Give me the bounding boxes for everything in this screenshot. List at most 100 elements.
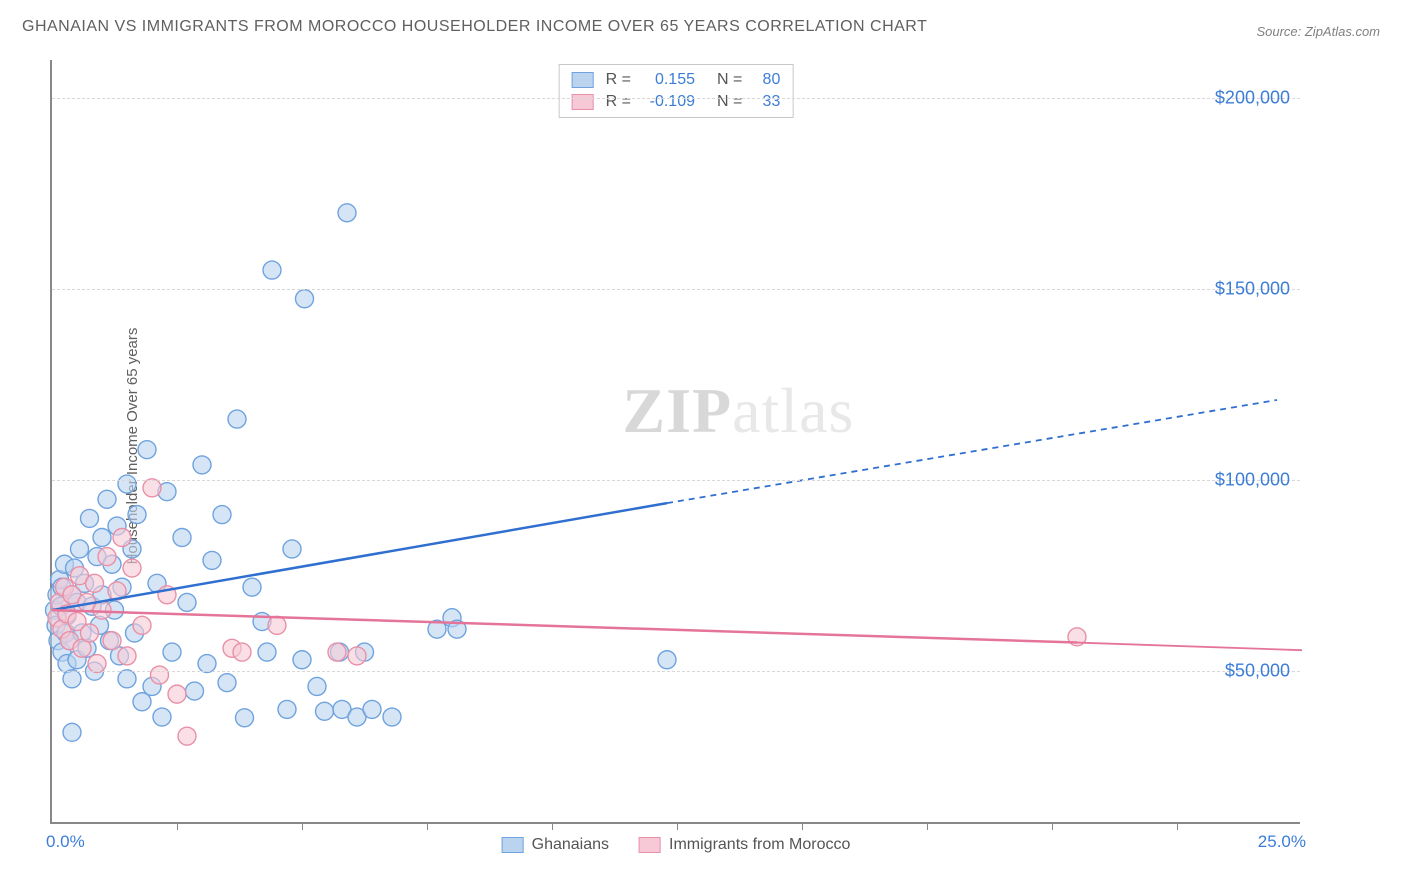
data-point-ghanaians <box>258 643 276 661</box>
legend-item-ghanaians: Ghanaians <box>502 836 609 854</box>
data-point-ghanaians <box>133 693 151 711</box>
data-point-morocco <box>98 548 116 566</box>
gridline <box>52 289 1300 290</box>
legend-swatch-ghanaians <box>572 72 594 88</box>
data-point-ghanaians <box>153 708 171 726</box>
data-point-ghanaians <box>218 674 236 692</box>
data-point-morocco <box>178 727 196 745</box>
data-point-ghanaians <box>316 702 334 720</box>
gridline <box>52 480 1300 481</box>
n-label: N = <box>717 93 742 111</box>
gridline <box>52 98 1300 99</box>
legend-stat-row-morocco: R = -0.109 N = 33 <box>572 91 781 113</box>
n-value: 33 <box>750 93 780 111</box>
data-point-morocco <box>348 647 366 665</box>
x-tick <box>552 822 553 830</box>
legend-swatch-ghanaians <box>502 837 524 853</box>
data-point-ghanaians <box>128 506 146 524</box>
data-point-ghanaians <box>213 506 231 524</box>
data-point-morocco <box>113 529 131 547</box>
data-point-ghanaians <box>193 456 211 474</box>
data-point-ghanaians <box>63 670 81 688</box>
x-tick <box>1052 822 1053 830</box>
x-tick <box>177 822 178 830</box>
data-point-ghanaians <box>283 540 301 558</box>
x-tick <box>302 822 303 830</box>
data-point-ghanaians <box>81 509 99 527</box>
y-tick-label: $50,000 <box>1225 661 1290 682</box>
data-point-ghanaians <box>138 441 156 459</box>
data-point-ghanaians <box>363 700 381 718</box>
n-value: 80 <box>750 71 780 89</box>
trend-line-extrapolated-ghanaians <box>667 400 1277 503</box>
data-point-morocco <box>81 624 99 642</box>
r-value: -0.109 <box>639 93 695 111</box>
r-label: R = <box>606 93 631 111</box>
x-tick <box>427 822 428 830</box>
source-attribution: Source: ZipAtlas.com <box>1256 24 1380 39</box>
data-point-ghanaians <box>118 475 136 493</box>
x-tick <box>677 822 678 830</box>
data-point-ghanaians <box>186 682 204 700</box>
data-point-ghanaians <box>296 290 314 308</box>
data-point-ghanaians <box>71 540 89 558</box>
chart-svg <box>52 60 1302 824</box>
data-point-ghanaians <box>383 708 401 726</box>
r-value: 0.155 <box>639 71 695 89</box>
chart-title: GHANAIAN VS IMMIGRANTS FROM MOROCCO HOUS… <box>22 18 927 36</box>
data-point-morocco <box>103 632 121 650</box>
data-point-ghanaians <box>263 261 281 279</box>
legend-label: Ghanaians <box>532 836 609 854</box>
y-tick-label: $100,000 <box>1215 470 1290 491</box>
data-point-morocco <box>151 666 169 684</box>
data-point-ghanaians <box>658 651 676 669</box>
data-point-ghanaians <box>173 529 191 547</box>
data-point-ghanaians <box>93 529 111 547</box>
data-point-morocco <box>168 685 186 703</box>
y-tick-label: $150,000 <box>1215 279 1290 300</box>
trend-line-morocco <box>52 610 1077 642</box>
data-point-ghanaians <box>338 204 356 222</box>
data-point-ghanaians <box>278 700 296 718</box>
data-point-morocco <box>143 479 161 497</box>
r-label: R = <box>606 71 631 89</box>
data-point-morocco <box>118 647 136 665</box>
data-point-morocco <box>88 655 106 673</box>
legend-label: Immigrants from Morocco <box>669 836 850 854</box>
n-label: N = <box>717 71 742 89</box>
data-point-morocco <box>86 574 104 592</box>
data-point-morocco <box>233 643 251 661</box>
legend-swatch-morocco <box>639 837 661 853</box>
data-point-ghanaians <box>98 490 116 508</box>
data-point-morocco <box>123 559 141 577</box>
y-tick-label: $200,000 <box>1215 88 1290 109</box>
data-point-morocco <box>328 643 346 661</box>
data-point-ghanaians <box>203 551 221 569</box>
legend-correlation: R = 0.155 N = 80 R = -0.109 N = 33 <box>559 64 794 118</box>
data-point-ghanaians <box>163 643 181 661</box>
data-point-morocco <box>268 616 286 634</box>
data-point-ghanaians <box>308 677 326 695</box>
data-point-ghanaians <box>293 651 311 669</box>
data-point-morocco <box>93 601 111 619</box>
data-point-ghanaians <box>118 670 136 688</box>
legend-item-morocco: Immigrants from Morocco <box>639 836 850 854</box>
legend-series: Ghanaians Immigrants from Morocco <box>502 836 851 854</box>
legend-swatch-morocco <box>572 94 594 110</box>
data-point-ghanaians <box>198 655 216 673</box>
gridline <box>52 671 1300 672</box>
trend-line-extrapolated-morocco <box>1077 643 1302 651</box>
plot-area: ZIPatlas R =0.155N =80R =-0.109N =33 0.0… <box>50 60 1300 824</box>
data-point-morocco <box>133 616 151 634</box>
data-point-ghanaians <box>63 723 81 741</box>
x-tick <box>802 822 803 830</box>
legend-stat-row-ghanaians: R = 0.155 N = 80 <box>572 69 781 91</box>
data-point-ghanaians <box>228 410 246 428</box>
data-point-ghanaians <box>178 593 196 611</box>
x-tick <box>1177 822 1178 830</box>
x-axis-max-label: 25.0% <box>1258 832 1306 852</box>
x-tick <box>927 822 928 830</box>
data-point-ghanaians <box>243 578 261 596</box>
x-axis-min-label: 0.0% <box>46 832 85 852</box>
data-point-ghanaians <box>236 709 254 727</box>
